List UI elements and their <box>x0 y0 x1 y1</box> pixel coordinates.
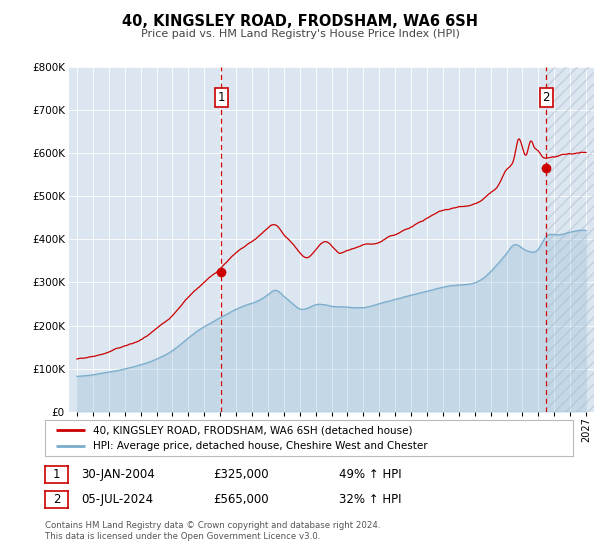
Text: This data is licensed under the Open Government Licence v3.0.: This data is licensed under the Open Gov… <box>45 532 320 541</box>
Text: HPI: Average price, detached house, Cheshire West and Chester: HPI: Average price, detached house, Ches… <box>92 441 427 451</box>
Text: 2: 2 <box>53 493 60 506</box>
Text: £325,000: £325,000 <box>213 468 269 482</box>
Text: Contains HM Land Registry data © Crown copyright and database right 2024.: Contains HM Land Registry data © Crown c… <box>45 521 380 530</box>
Text: 32% ↑ HPI: 32% ↑ HPI <box>339 493 401 506</box>
Text: 40, KINGSLEY ROAD, FRODSHAM, WA6 6SH (detached house): 40, KINGSLEY ROAD, FRODSHAM, WA6 6SH (de… <box>92 425 412 435</box>
Text: Price paid vs. HM Land Registry's House Price Index (HPI): Price paid vs. HM Land Registry's House … <box>140 29 460 39</box>
Text: 05-JUL-2024: 05-JUL-2024 <box>81 493 153 506</box>
Text: 30-JAN-2004: 30-JAN-2004 <box>81 468 155 482</box>
Text: £565,000: £565,000 <box>213 493 269 506</box>
Text: 49% ↑ HPI: 49% ↑ HPI <box>339 468 401 482</box>
Text: 1: 1 <box>218 91 225 104</box>
Bar <box>546 67 594 412</box>
Text: 1: 1 <box>53 468 60 482</box>
Bar <box>546 67 594 412</box>
Text: 2: 2 <box>542 91 550 104</box>
Text: 40, KINGSLEY ROAD, FRODSHAM, WA6 6SH: 40, KINGSLEY ROAD, FRODSHAM, WA6 6SH <box>122 14 478 29</box>
